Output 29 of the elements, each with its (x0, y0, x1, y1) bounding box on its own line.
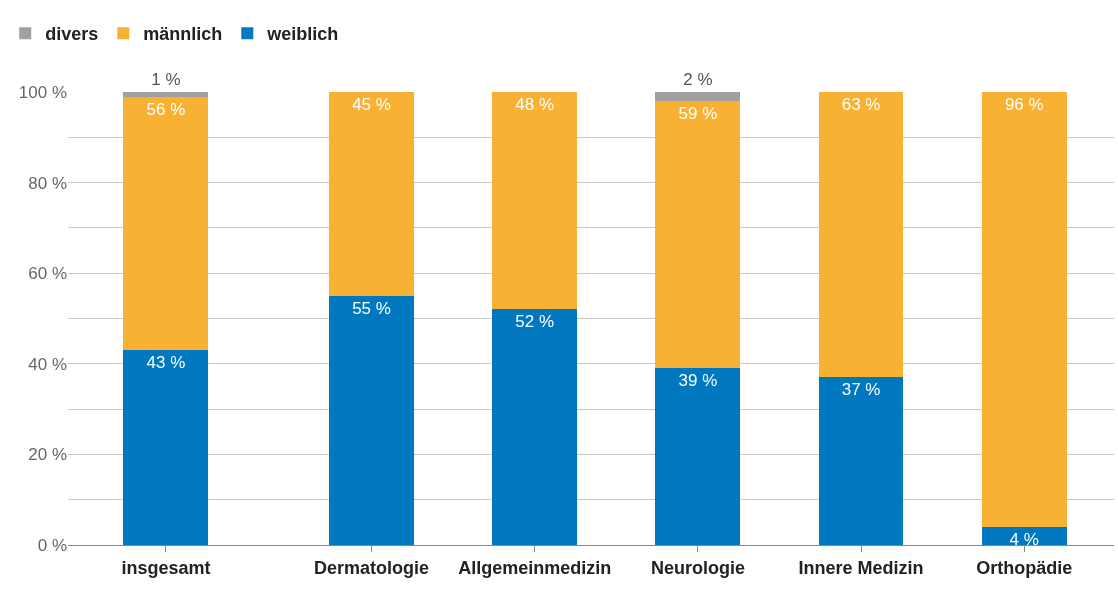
data-label: 1 % (151, 70, 181, 89)
y-tick-label: 20 % (28, 445, 67, 465)
x-tick-label: Innere Medizin (798, 557, 924, 578)
data-label: 55 % (352, 298, 391, 318)
data-label: 43 % (146, 353, 186, 373)
data-label: 56 % (146, 99, 186, 119)
x-tick-label: insgesamt (121, 557, 211, 578)
data-label: 63 % (841, 95, 881, 114)
y-tick-label: 60 % (28, 264, 67, 284)
y-tick-label: 80 % (28, 173, 67, 193)
data-label: 37 % (841, 380, 881, 400)
data-label: 48 % (515, 95, 555, 114)
data-label: 39 % (678, 371, 718, 391)
data-label: 2 % (683, 70, 713, 89)
data-label: 4 % (1009, 529, 1039, 549)
x-tick-label: Allgemeinmedizin (458, 557, 612, 578)
data-label: 45 % (352, 95, 391, 114)
y-tick-label: 0 % (37, 535, 67, 555)
legend-label: weiblich (266, 24, 339, 45)
legend-label: männlich (143, 24, 223, 45)
y-tick-label: 100 % (18, 82, 67, 102)
y-tick-label: 40 % (28, 354, 67, 374)
data-label: 59 % (678, 104, 718, 124)
data-label: 96 % (1004, 95, 1044, 114)
data-label: 52 % (515, 312, 555, 332)
x-tick-label: Dermatologie (314, 557, 430, 578)
x-tick-label: Neurologie (650, 557, 745, 578)
legend-label: divers (45, 24, 99, 45)
x-tick-label: Orthopädie (976, 557, 1073, 578)
